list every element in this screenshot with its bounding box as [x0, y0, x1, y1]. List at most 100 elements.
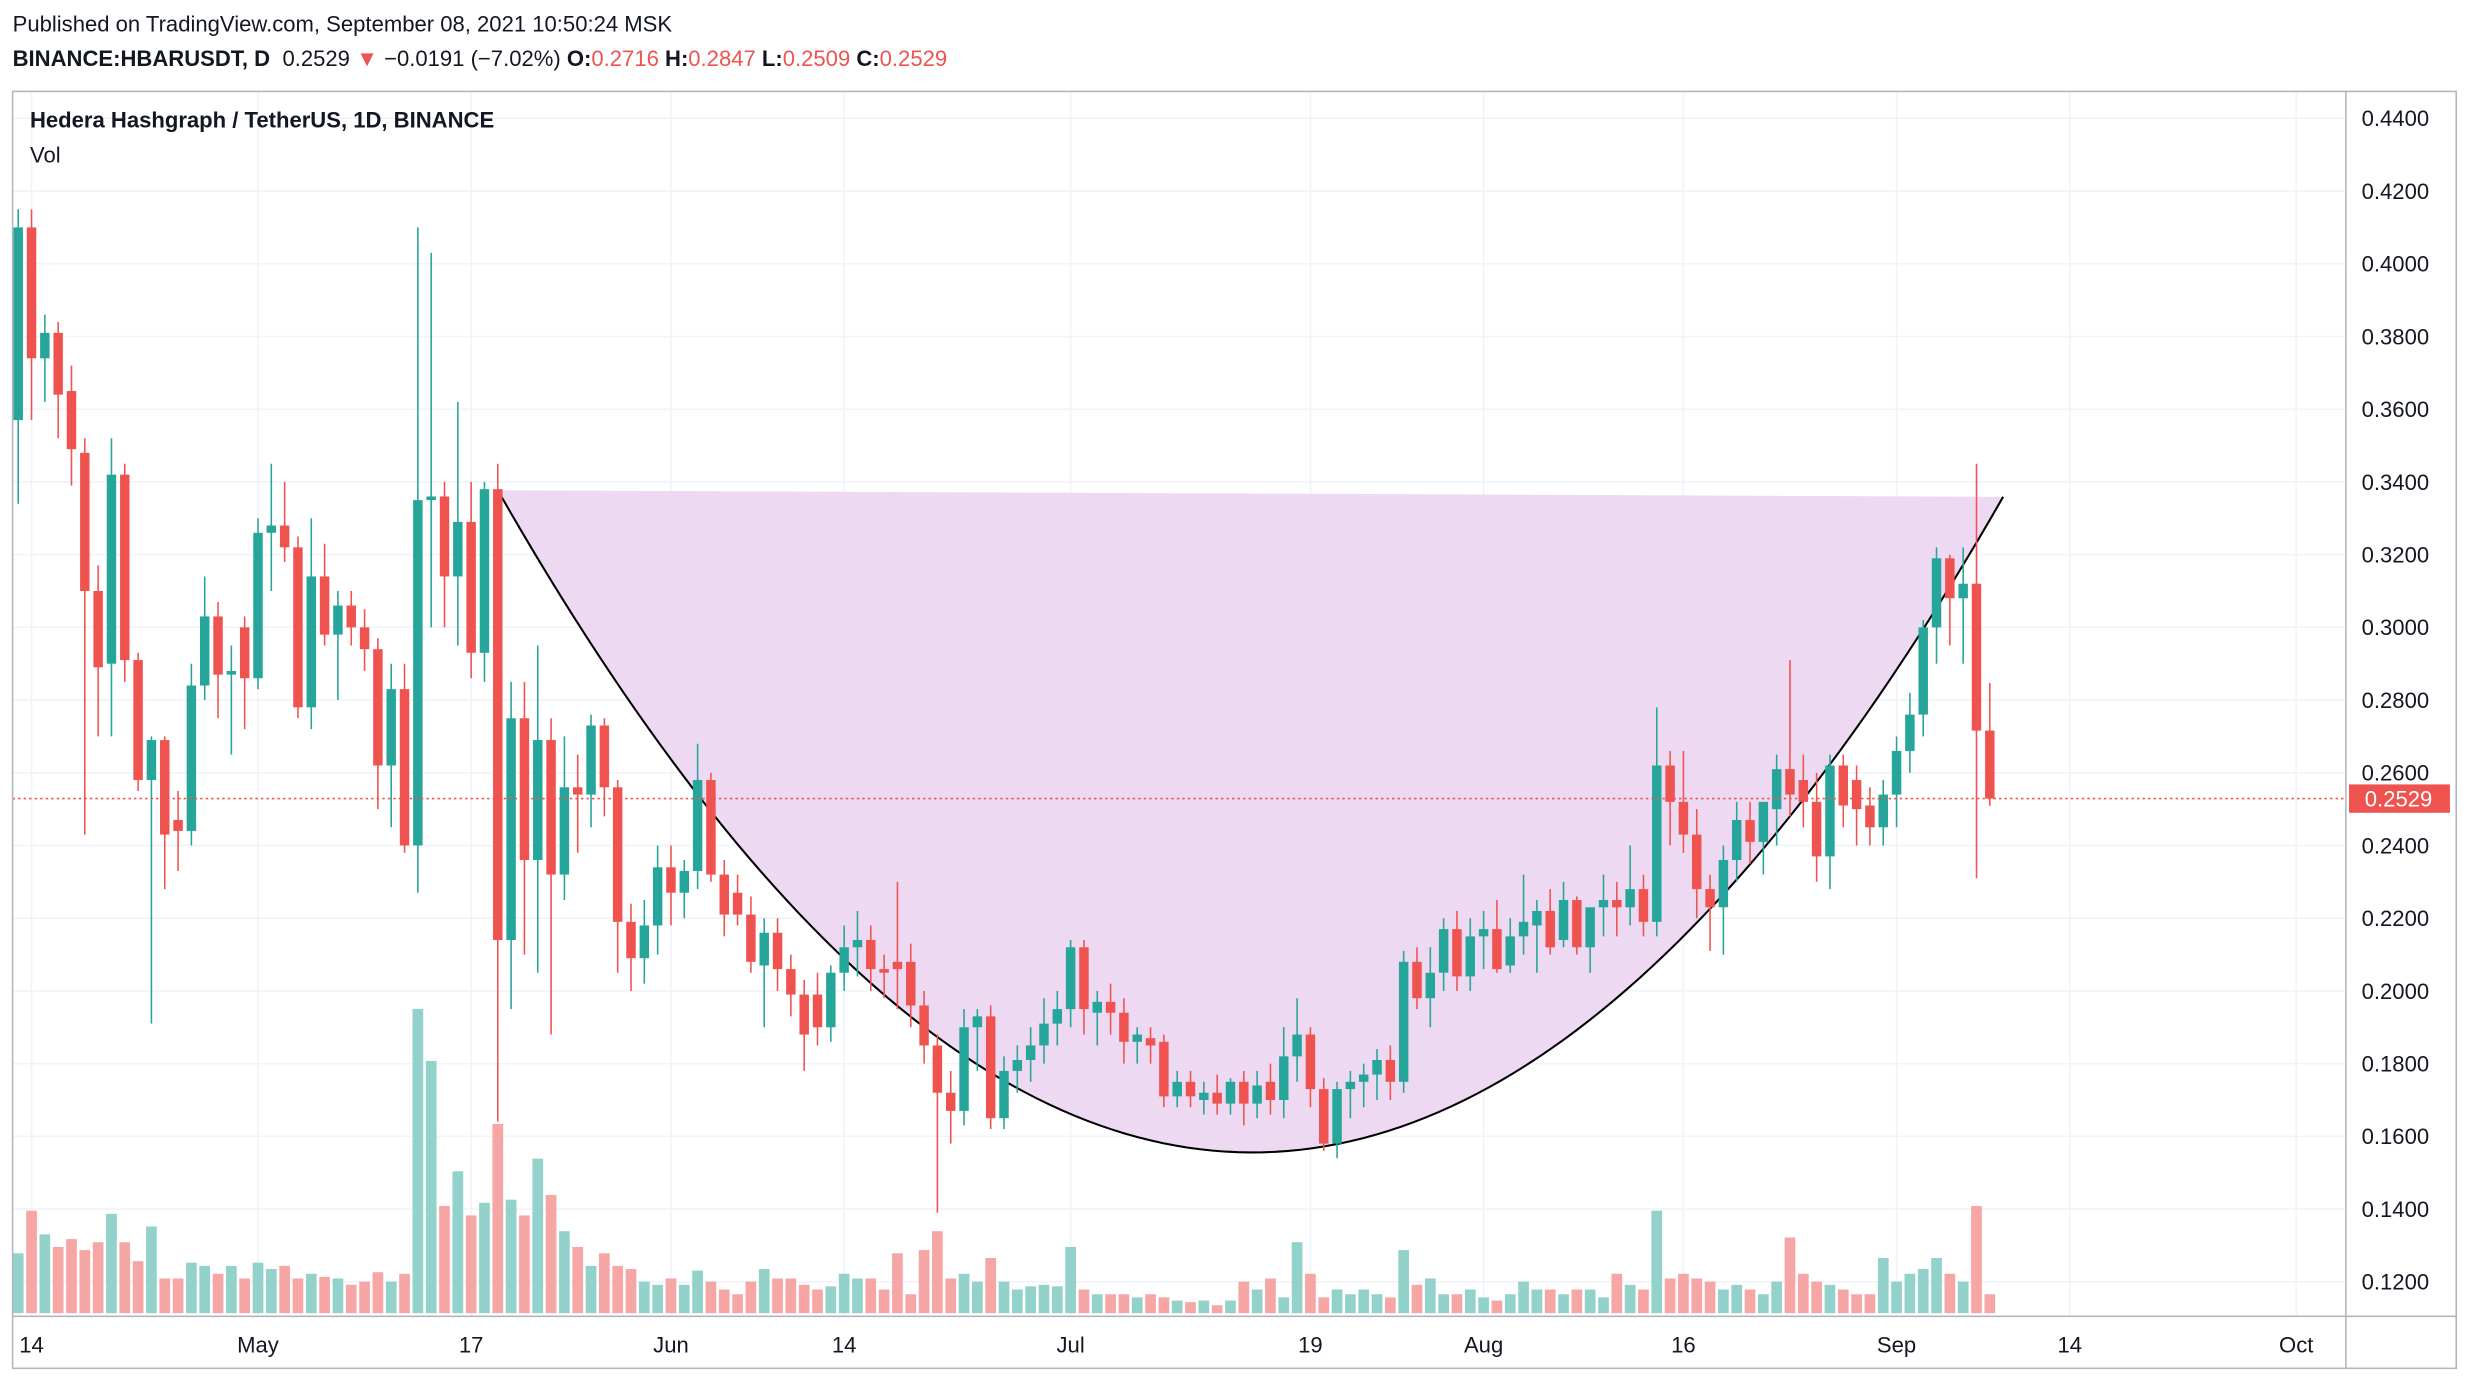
candle-body — [959, 1027, 969, 1111]
candle-body — [612, 787, 623, 922]
candle-body — [572, 787, 583, 795]
volume-bar — [106, 1213, 117, 1314]
candle-body — [13, 227, 23, 421]
volume-bar — [865, 1278, 877, 1314]
volume-bar — [1091, 1294, 1103, 1314]
candle-body — [1265, 1081, 1276, 1100]
volume-bar — [1984, 1294, 1996, 1314]
volume-bars — [12, 1008, 1996, 1314]
volume-bar — [345, 1284, 357, 1314]
candle-body — [1811, 801, 1822, 857]
volume-bar — [1917, 1269, 1929, 1314]
candle-body — [1718, 860, 1729, 908]
volume-bar — [985, 1257, 997, 1314]
volume-bar — [958, 1273, 970, 1314]
candle-body — [493, 489, 503, 941]
volume-bar — [1025, 1286, 1037, 1314]
volume-bar — [1078, 1289, 1090, 1314]
candle-body — [66, 391, 77, 450]
volume-bar — [732, 1294, 743, 1314]
volume-bar — [1398, 1250, 1410, 1314]
volume-bar — [1118, 1294, 1130, 1314]
candle-body — [1025, 1045, 1036, 1061]
volume-bar — [1651, 1210, 1663, 1314]
volume-bar — [425, 1060, 437, 1314]
x-tick-label: Sep — [1877, 1333, 1916, 1358]
volume-bar — [798, 1284, 810, 1314]
candle-body — [1758, 801, 1769, 842]
x-tick-label: Jun — [653, 1333, 689, 1358]
volume-legend: Vol — [30, 142, 61, 167]
candle-body — [1598, 900, 1609, 908]
candle-body — [799, 994, 809, 1035]
candle-body — [972, 1016, 983, 1028]
candle-body — [1798, 780, 1809, 802]
candle-body — [1585, 907, 1595, 948]
volume-bar — [1877, 1257, 1889, 1314]
candle-body — [1905, 714, 1915, 751]
volume-bar — [1131, 1297, 1143, 1314]
candle-body — [1665, 765, 1675, 802]
candle-body — [1372, 1060, 1382, 1075]
candle-body — [399, 689, 410, 846]
candle-body — [106, 474, 117, 664]
candle-body — [1252, 1085, 1262, 1104]
x-tick-label: 14 — [832, 1333, 857, 1358]
x-tick-label: 14 — [2057, 1333, 2082, 1358]
candle-body — [413, 500, 423, 846]
volume-bar — [878, 1289, 890, 1314]
volume-bar — [265, 1269, 277, 1314]
candle-body — [1612, 900, 1622, 908]
candle-body — [1212, 1092, 1222, 1104]
volume-bar — [1851, 1294, 1862, 1314]
candle-body — [173, 820, 183, 831]
candle-body — [626, 921, 636, 959]
change-arrow: ▼ — [356, 46, 378, 71]
candle-body — [40, 332, 50, 359]
volume-bar — [1744, 1289, 1756, 1314]
candle-body — [1065, 947, 1076, 1010]
volume-bar — [652, 1284, 664, 1314]
candle-body — [1971, 583, 1982, 731]
candle-body — [1465, 936, 1476, 977]
volume-bar — [1731, 1284, 1743, 1314]
candle-body — [919, 1005, 929, 1046]
volume-bar — [66, 1239, 77, 1314]
volume-bar — [1771, 1281, 1783, 1314]
candle-body — [1319, 1089, 1329, 1144]
candle-body — [1292, 1034, 1302, 1057]
volume-bar — [1185, 1302, 1196, 1314]
candle-body — [293, 547, 303, 708]
volume-bar — [492, 1123, 504, 1314]
volume-bar — [745, 1281, 757, 1314]
candle-body — [906, 961, 916, 1006]
candle-body — [1478, 929, 1489, 937]
volume-bar — [612, 1265, 624, 1314]
candle-body — [1958, 583, 1968, 599]
last-price-label: 0.2529 — [2365, 786, 2432, 811]
candle-body — [479, 489, 490, 653]
candle-body — [1332, 1089, 1342, 1144]
volume-bar — [439, 1205, 450, 1314]
volume-bar — [1584, 1289, 1596, 1314]
candle-body — [746, 914, 756, 962]
symbol-line: BINANCE:HBARUSDT, D 0.2529 ▼ −0.0191 (−7… — [13, 46, 948, 71]
candle-body — [1692, 834, 1702, 890]
volume-bar — [1811, 1281, 1822, 1314]
candle-body — [1931, 558, 1942, 628]
volume-bar — [1558, 1294, 1569, 1314]
candle-body — [1438, 929, 1449, 973]
volume-bar — [905, 1294, 917, 1314]
candle-body — [53, 332, 63, 395]
y-tick-label: 0.1400 — [2362, 1197, 2429, 1222]
ohlc-label: L: — [762, 46, 783, 71]
volume-bar — [172, 1278, 184, 1314]
candle-body — [999, 1070, 1009, 1119]
candle-body — [1865, 805, 1875, 828]
candle-body — [1652, 765, 1662, 922]
volume-bar — [692, 1270, 703, 1314]
candle-body — [306, 576, 317, 708]
y-tick-label: 0.1600 — [2362, 1124, 2429, 1149]
y-tick-label: 0.2000 — [2362, 979, 2429, 1004]
candle-body — [146, 740, 157, 781]
